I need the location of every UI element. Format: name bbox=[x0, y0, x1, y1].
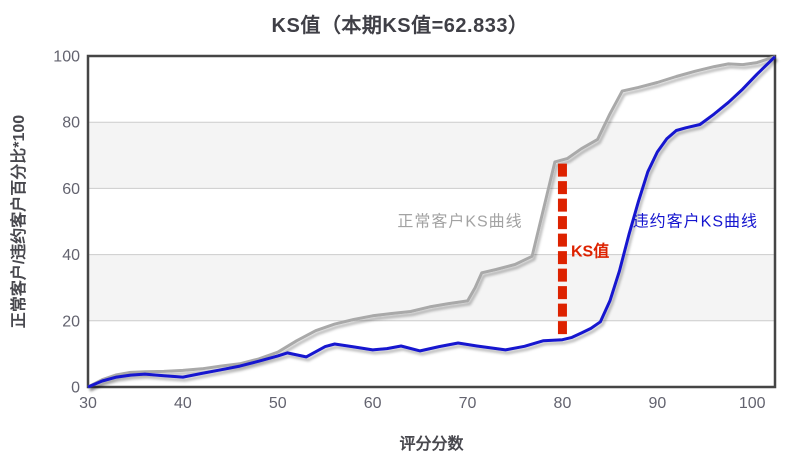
y-tick-label: 100 bbox=[53, 49, 80, 66]
chart-title: KS值（本期KS值=62.833） bbox=[271, 15, 529, 37]
y-tick-label: 80 bbox=[62, 115, 80, 132]
default-curve-label: 违约客户KS曲线 bbox=[633, 213, 758, 231]
plot-band bbox=[88, 122, 775, 189]
gridlines bbox=[88, 121, 775, 322]
plot-border bbox=[86, 54, 777, 389]
y-tick-label: 20 bbox=[62, 313, 80, 330]
y-tick-label: 60 bbox=[62, 181, 80, 198]
x-tick-label: 100 bbox=[739, 395, 766, 412]
ks-value-label: KS值 bbox=[571, 241, 609, 260]
plot-band bbox=[88, 320, 775, 387]
x-axis-tick-labels: 30 40 50 60 70 80 90 100 bbox=[79, 395, 766, 412]
plot-band bbox=[88, 56, 775, 123]
x-tick-label: 30 bbox=[79, 395, 97, 412]
x-axis-title: 评分分数 bbox=[399, 434, 464, 453]
x-tick-label: 80 bbox=[554, 395, 572, 412]
y-axis-tick-labels: 0 20 40 60 80 100 bbox=[53, 49, 80, 397]
y-axis-title: 正常客户/违约客户百分比*100 bbox=[9, 115, 28, 328]
x-tick-label: 50 bbox=[269, 395, 287, 412]
y-tick-label: 40 bbox=[62, 247, 80, 264]
plot-background-bands bbox=[88, 56, 775, 387]
x-tick-label: 90 bbox=[648, 395, 666, 412]
x-tick-label: 60 bbox=[364, 395, 382, 412]
y-tick-label: 0 bbox=[71, 380, 80, 397]
x-tick-label: 40 bbox=[174, 395, 192, 412]
plot-band bbox=[88, 188, 775, 255]
default-customer-ks-curve bbox=[87, 55, 777, 389]
x-tick-label: 70 bbox=[459, 395, 477, 412]
normal-curve-label: 正常客户KS曲线 bbox=[397, 213, 522, 231]
normal-customer-ks-curve bbox=[87, 55, 776, 389]
plot-band bbox=[88, 254, 775, 321]
